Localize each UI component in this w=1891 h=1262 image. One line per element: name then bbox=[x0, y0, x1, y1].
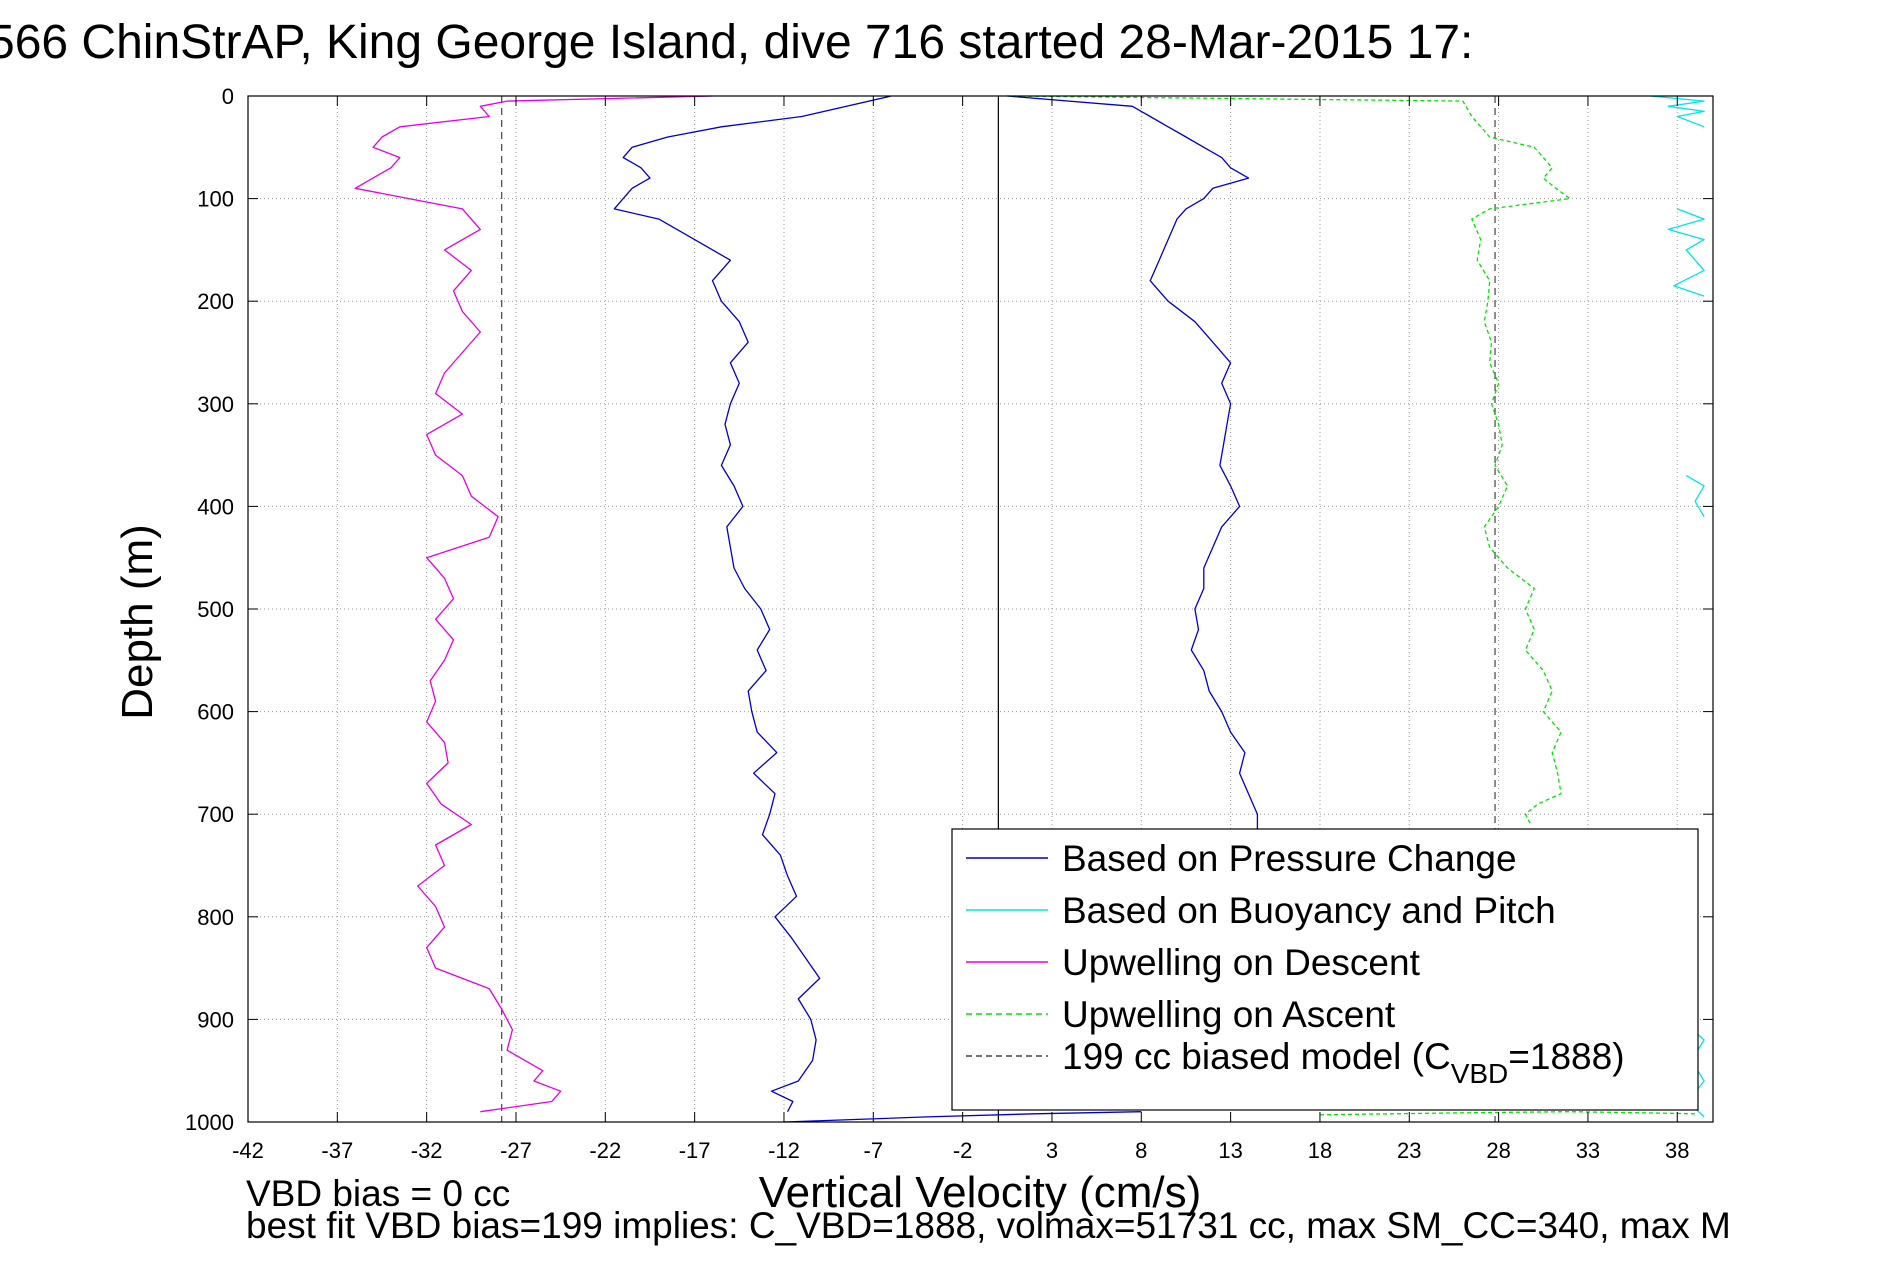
x-tick-label: -12 bbox=[768, 1138, 800, 1163]
chart-title: 566 ChinStrAP, King George Island, dive … bbox=[0, 16, 1473, 69]
series-pressure_bottom bbox=[783, 1111, 1142, 1123]
x-tick-label: -27 bbox=[500, 1138, 532, 1163]
y-tick-label: 600 bbox=[197, 700, 234, 725]
legend-label-model: 199 cc biased model (CVBD=1888) bbox=[1062, 1036, 1625, 1089]
x-tick-label: 23 bbox=[1397, 1138, 1421, 1163]
series-buoyancy_2 bbox=[1667, 208, 1705, 297]
y-tick-label: 200 bbox=[197, 289, 234, 314]
x-tick-label: -2 bbox=[953, 1138, 973, 1163]
series-upwelling_descent bbox=[354, 95, 713, 1113]
series-upwelling_ascent_bottom bbox=[1319, 1111, 1696, 1116]
series-buoyancy_3 bbox=[1685, 475, 1705, 518]
footer-vbd-bias: VBD bias = 0 cc bbox=[246, 1173, 510, 1214]
x-tick-label: 8 bbox=[1135, 1138, 1147, 1163]
series-upwelling_ascent bbox=[1007, 95, 1571, 825]
y-axis-label: Depth (m) bbox=[113, 524, 162, 720]
x-tick-label: -22 bbox=[589, 1138, 621, 1163]
x-tick-label: -7 bbox=[864, 1138, 884, 1163]
x-tick-label: 18 bbox=[1308, 1138, 1332, 1163]
x-tick-label: 33 bbox=[1576, 1138, 1600, 1163]
y-tick-label: 800 bbox=[197, 905, 234, 930]
y-tick-label: 1000 bbox=[185, 1110, 234, 1135]
y-tick-label: 700 bbox=[197, 802, 234, 827]
y-tick-label: 900 bbox=[197, 1007, 234, 1032]
series-pressure_descent bbox=[613, 95, 892, 1113]
y-tick-label: 0 bbox=[222, 84, 234, 109]
x-tick-label: 13 bbox=[1218, 1138, 1242, 1163]
y-tick-label: 100 bbox=[197, 187, 234, 212]
legend-label-up-ascent: Upwelling on Ascent bbox=[1062, 994, 1396, 1035]
legend-model-suffix: =1888) bbox=[1508, 1036, 1624, 1077]
y-tick-label: 300 bbox=[197, 392, 234, 417]
legend-box bbox=[951, 828, 1699, 1111]
y-tick-label: 500 bbox=[197, 597, 234, 622]
legend-model-prefix: 199 cc biased model (C bbox=[1062, 1036, 1451, 1077]
x-tick-label: -17 bbox=[679, 1138, 711, 1163]
legend: Based on Pressure Change Based on Buoyan… bbox=[951, 828, 1699, 1111]
series-buoyancy_1 bbox=[1650, 95, 1705, 128]
x-tick-label: -37 bbox=[321, 1138, 353, 1163]
legend-label-pressure: Based on Pressure Change bbox=[1062, 838, 1517, 879]
x-axis-label: Vertical Velocity (cm/s) bbox=[759, 1168, 1202, 1217]
footer-best-fit: best fit VBD bias=199 implies: C_VBD=188… bbox=[246, 1205, 1731, 1246]
legend-label-up-descent: Upwelling on Descent bbox=[1062, 942, 1421, 983]
legend-label-buoyancy: Based on Buoyancy and Pitch bbox=[1062, 890, 1556, 931]
x-tick-label: -42 bbox=[232, 1138, 264, 1163]
y-axis-ticks: 0 100 200 300 400 500 600 700 800 900 1000 bbox=[185, 84, 1713, 1135]
x-tick-label: 3 bbox=[1046, 1138, 1058, 1163]
legend-model-sub: VBD bbox=[1451, 1058, 1509, 1089]
x-axis-ticks: -42 -37 -32 -27 -22 -17 -12 -7 -2 3 8 13 18 23 28 33 38 bbox=[232, 96, 1690, 1163]
x-tick-label: 28 bbox=[1486, 1138, 1510, 1163]
series-pressure_ascent bbox=[1007, 95, 1259, 830]
x-tick-label: -32 bbox=[411, 1138, 443, 1163]
x-tick-label: 38 bbox=[1665, 1138, 1689, 1163]
y-tick-label: 400 bbox=[197, 494, 234, 519]
